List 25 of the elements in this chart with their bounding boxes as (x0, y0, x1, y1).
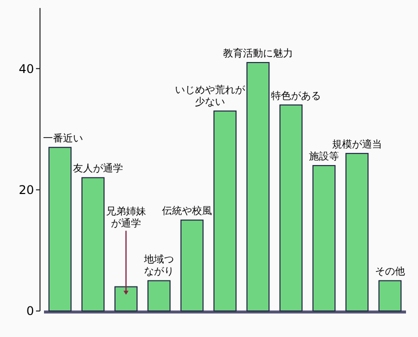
x-tick-label: 友人が通学 (73, 162, 124, 175)
x-tick-label: 教育活動に魅力 (223, 48, 293, 60)
x-tick-label: 地域つながり (143, 254, 174, 278)
bar (114, 286, 138, 312)
bar (246, 62, 270, 312)
bar (213, 110, 237, 312)
x-tick-label: 一番近い (43, 132, 83, 144)
bar (378, 280, 402, 312)
y-tick-label: 20 (18, 183, 34, 197)
bar (345, 152, 369, 312)
y-tick-label: 40 (18, 62, 34, 76)
bar (147, 280, 171, 312)
bar (48, 146, 72, 312)
bar (180, 220, 204, 312)
x-tick-label: いじめや荒れが少ない (174, 84, 246, 108)
bar (279, 104, 303, 312)
bar (312, 165, 336, 312)
x-tick-label: 伝統や校風 (162, 205, 212, 218)
x-tick-label: 兄弟姉妹が通学 (106, 206, 146, 230)
x-tick-label: 特色がある (271, 90, 322, 102)
x-tick-label: 規模が適当 (332, 138, 382, 150)
y-tick-label: 0 (26, 304, 34, 318)
x-tick-label: 施設等 (308, 150, 339, 163)
bar (81, 177, 105, 312)
x-tick-label: その他 (374, 266, 405, 278)
